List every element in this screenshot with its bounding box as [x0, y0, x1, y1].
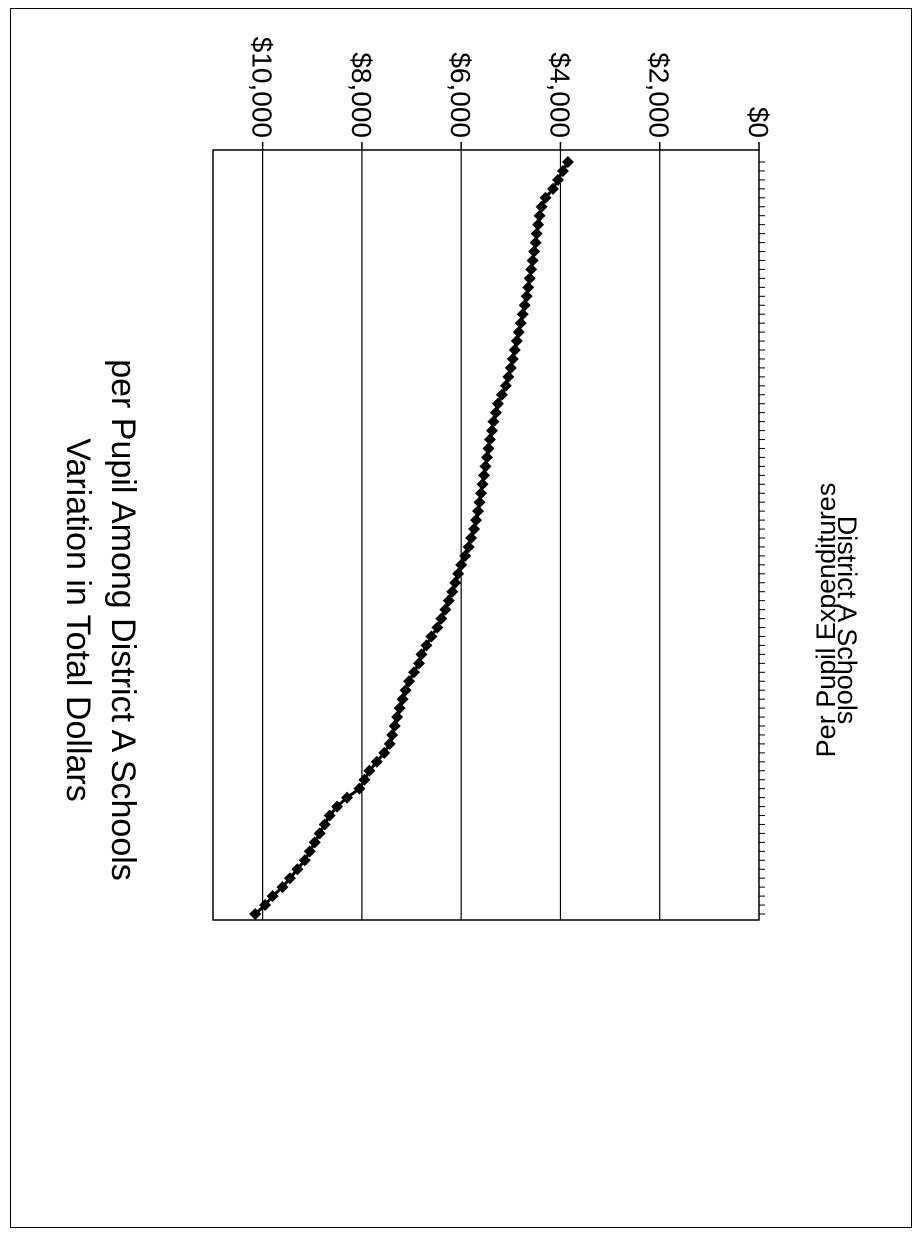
data-point	[266, 890, 279, 903]
data-point	[323, 809, 336, 822]
data-point	[291, 863, 304, 876]
data-point	[353, 782, 366, 795]
chart-title-line-2: per Pupil Among District A Schools	[104, 359, 142, 881]
data-point	[431, 621, 444, 634]
data-point	[502, 370, 515, 383]
data-point	[528, 245, 541, 258]
data-point	[459, 549, 472, 562]
data-point	[479, 460, 492, 473]
y-tick-label: $8,000	[346, 52, 377, 138]
data-point	[378, 746, 391, 759]
data-point	[412, 657, 425, 670]
data-point	[408, 666, 421, 679]
data-point	[478, 469, 491, 482]
x-axis-ticks	[759, 161, 765, 915]
y-tick-label: $2,000	[644, 52, 675, 138]
data-point	[489, 406, 502, 419]
data-point	[249, 908, 262, 920]
data-point	[283, 872, 296, 885]
data-point	[425, 630, 438, 643]
data-point	[506, 352, 519, 365]
data-point	[470, 514, 483, 527]
data-point	[331, 800, 344, 813]
chart-frame	[10, 8, 912, 1228]
data-point	[518, 299, 531, 312]
data-point	[472, 505, 485, 518]
chart-title-line-1: Variation in Total Dollars	[59, 438, 97, 801]
data-point	[482, 442, 495, 455]
data-point	[476, 478, 489, 491]
data-point	[483, 433, 496, 446]
data-point	[499, 379, 512, 392]
data-point	[318, 818, 331, 831]
data-point	[510, 335, 523, 348]
data-point	[313, 827, 326, 840]
data-point	[383, 737, 396, 750]
data-point	[415, 648, 428, 661]
data-point	[523, 272, 536, 285]
rotated-chart: Variation in Total Dollars per Pupil Amo…	[59, 37, 862, 921]
data-point	[298, 854, 311, 867]
y-axis-ticks: $0 $2,000 $4,000 $6,000 $8,000 $10,000	[247, 37, 774, 150]
data-point	[530, 227, 543, 240]
data-point	[480, 451, 493, 464]
data-point	[370, 755, 383, 768]
data-point	[393, 702, 406, 715]
y-tick-label: $6,000	[445, 52, 476, 138]
data-point	[259, 899, 272, 912]
y-tick-label: $0	[743, 107, 774, 138]
data-point	[276, 881, 289, 894]
data-point	[442, 594, 455, 607]
y-axis-label: Per Pupil Expenditures	[811, 483, 841, 758]
data-point	[522, 281, 535, 294]
data-point	[508, 344, 521, 356]
data-point	[485, 424, 498, 437]
data-point	[465, 532, 478, 544]
data-point	[512, 326, 525, 339]
data-point	[462, 540, 475, 553]
data-point	[391, 711, 404, 724]
data-point	[487, 415, 500, 428]
data-point	[420, 639, 433, 652]
data-point	[529, 236, 542, 249]
x-axis-label: District A Schools	[832, 516, 862, 725]
data-point	[386, 728, 399, 741]
data-point	[388, 720, 401, 732]
data-point	[551, 173, 564, 186]
plot-area	[212, 149, 760, 921]
data-point	[308, 836, 321, 849]
data-point	[363, 764, 376, 777]
data-point	[446, 585, 459, 598]
data-point	[475, 487, 488, 500]
data-point	[547, 182, 560, 195]
data-point	[341, 791, 354, 804]
data-point	[358, 773, 371, 786]
y-tick-label: $4,000	[544, 52, 575, 138]
data-point	[535, 200, 548, 213]
data-point	[516, 308, 529, 321]
data-point	[435, 612, 448, 625]
y-tick-label: $10,000	[247, 37, 278, 138]
data-point	[473, 496, 486, 509]
data-point	[439, 603, 452, 616]
data-point	[491, 397, 504, 410]
data-point	[403, 675, 416, 688]
data-point	[504, 361, 517, 374]
data-point	[303, 845, 316, 858]
data-point	[495, 388, 508, 401]
